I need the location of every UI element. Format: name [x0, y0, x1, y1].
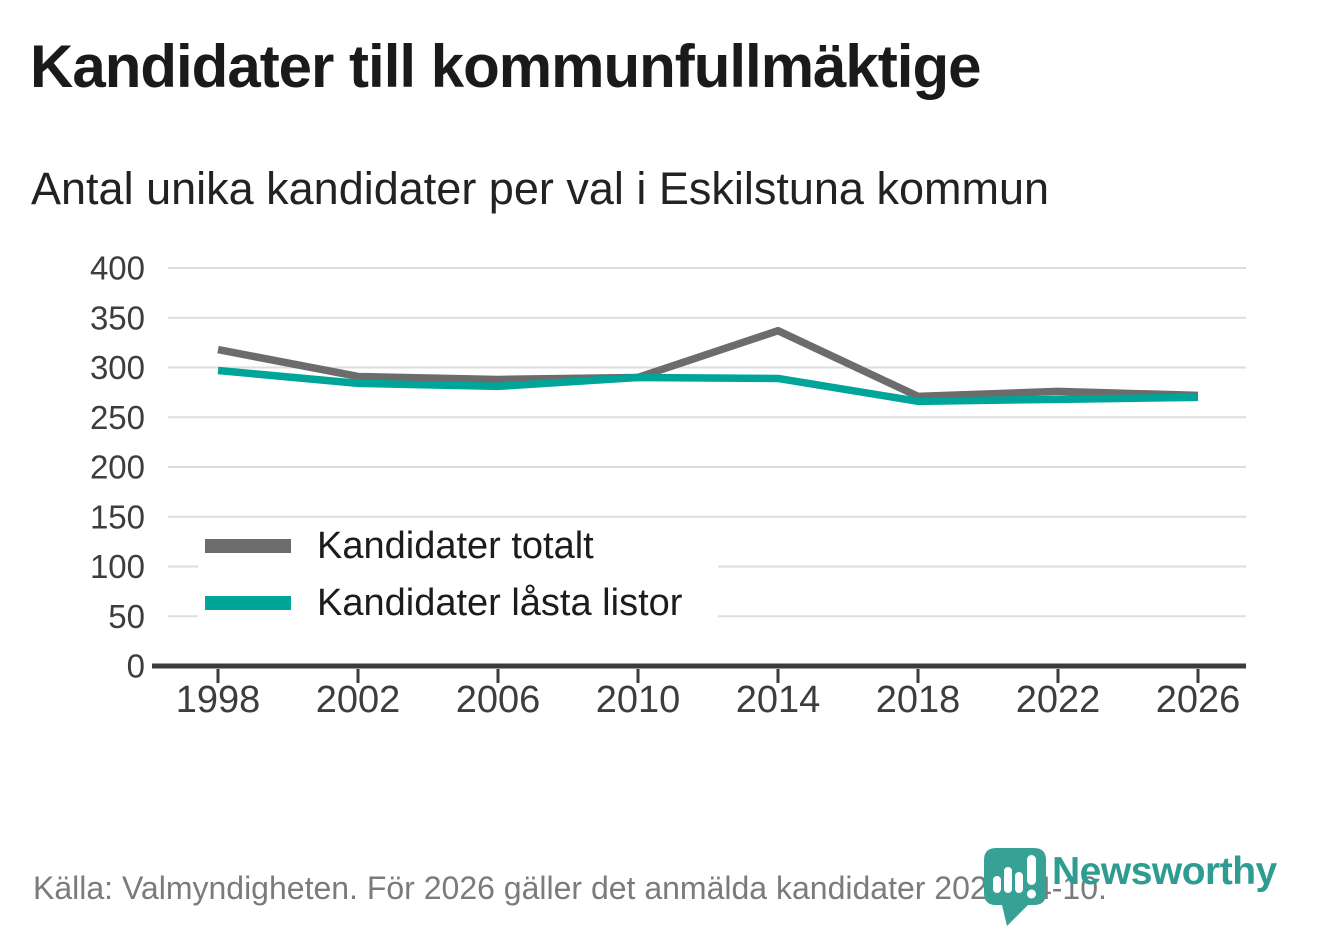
series-line-kandidater-låsta-listor — [217, 366, 1199, 406]
x-tick-label: 1998 — [176, 679, 261, 721]
x-tick-label: 2026 — [1156, 679, 1241, 721]
page-subtitle: Antal unika kandidater per val i Eskilst… — [31, 163, 1050, 214]
logo-exclamation-bar — [1027, 855, 1036, 885]
x-tick-label: 2014 — [736, 679, 821, 721]
source-note: Källa: Valmyndigheten. För 2026 gäller d… — [33, 870, 1107, 906]
legend-swatch — [205, 596, 291, 610]
series-line-kandidater-totalt — [217, 326, 1199, 401]
y-tick-label: 350 — [90, 299, 145, 336]
legend-swatch — [205, 539, 291, 553]
y-tick-label: 0 — [127, 648, 145, 685]
y-tick-label: 100 — [90, 548, 145, 585]
legend-label: Kandidater totalt — [317, 525, 594, 567]
legend-label: Kandidater låsta listor — [317, 582, 683, 624]
newsworthy-logo-icon — [984, 848, 1046, 926]
y-tick-label: 200 — [90, 449, 145, 486]
x-tick-label: 2002 — [316, 679, 401, 721]
y-tick-label: 300 — [90, 349, 145, 386]
y-tick-label: 400 — [90, 250, 145, 287]
y-tick-label: 150 — [90, 498, 145, 535]
logo-bar-3 — [1015, 872, 1023, 893]
logo-bar-1 — [993, 876, 1001, 893]
newsworthy-logo: Newsworthy — [980, 843, 1315, 935]
logo-bar-2 — [1004, 867, 1012, 893]
logo-exclamation-dot — [1027, 889, 1036, 899]
x-tick-label: 2006 — [456, 679, 541, 721]
x-tick-label: 2018 — [876, 679, 961, 721]
page-title: Kandidater till kommunfullmäktige — [30, 33, 981, 100]
newsworthy-wordmark: Newsworthy — [1052, 850, 1277, 893]
y-tick-label: 50 — [108, 598, 145, 635]
x-tick-label: 2022 — [1016, 679, 1101, 721]
x-tick-label: 2010 — [596, 679, 681, 721]
y-tick-label: 250 — [90, 399, 145, 436]
